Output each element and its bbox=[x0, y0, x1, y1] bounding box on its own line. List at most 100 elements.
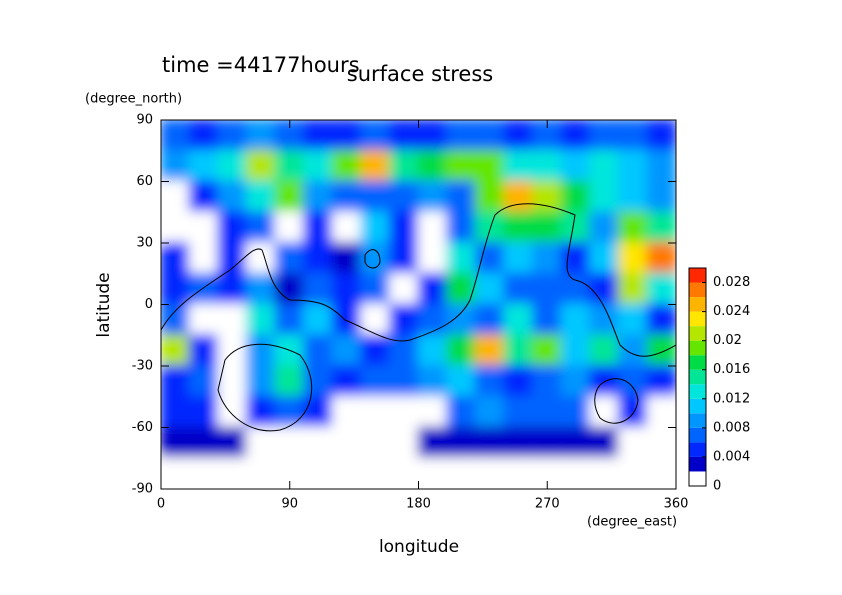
y-tick-label: 30 bbox=[136, 236, 153, 251]
cell bbox=[503, 426, 534, 460]
cell bbox=[646, 272, 676, 306]
cell bbox=[531, 180, 563, 214]
cell bbox=[274, 211, 306, 244]
cell bbox=[388, 303, 420, 337]
cell bbox=[161, 303, 191, 337]
cell bbox=[503, 303, 534, 337]
cell bbox=[589, 426, 620, 460]
colorbar-band bbox=[689, 413, 706, 428]
cell bbox=[417, 365, 449, 398]
cell bbox=[303, 395, 334, 429]
cell bbox=[245, 395, 277, 429]
cell bbox=[388, 426, 420, 460]
cell bbox=[217, 211, 248, 244]
cell bbox=[217, 180, 248, 214]
cell bbox=[560, 211, 592, 244]
cell bbox=[503, 395, 534, 429]
cell bbox=[560, 120, 592, 152]
cell bbox=[303, 426, 334, 460]
cell bbox=[388, 457, 420, 489]
cell bbox=[161, 365, 191, 398]
cell bbox=[245, 426, 277, 460]
cell bbox=[417, 120, 449, 152]
cell bbox=[417, 272, 449, 306]
cell bbox=[531, 242, 563, 275]
cell bbox=[188, 242, 220, 275]
colorbar-band bbox=[689, 369, 706, 385]
cell bbox=[503, 272, 534, 306]
cell bbox=[417, 180, 449, 214]
cell bbox=[646, 211, 676, 244]
cell bbox=[474, 180, 506, 214]
colorbar-tick-label: 0 bbox=[713, 479, 721, 494]
x-tick-label: 90 bbox=[281, 497, 298, 512]
cell bbox=[161, 395, 191, 429]
cell bbox=[360, 272, 391, 306]
cell bbox=[417, 334, 449, 367]
cell bbox=[417, 426, 449, 460]
cell bbox=[388, 395, 420, 429]
cell bbox=[217, 272, 248, 306]
cell bbox=[245, 272, 277, 306]
cell bbox=[331, 211, 363, 244]
cell bbox=[446, 211, 477, 244]
cell bbox=[360, 149, 391, 183]
cell bbox=[560, 365, 592, 398]
cell bbox=[245, 365, 277, 398]
cell bbox=[531, 365, 563, 398]
cell bbox=[589, 457, 620, 489]
cell bbox=[531, 426, 563, 460]
cell bbox=[417, 149, 449, 183]
cell bbox=[417, 303, 449, 337]
cell bbox=[360, 457, 391, 489]
cell bbox=[474, 272, 506, 306]
cell bbox=[360, 395, 391, 429]
cell bbox=[646, 334, 676, 367]
cell bbox=[474, 395, 506, 429]
coastlines bbox=[161, 203, 676, 432]
cell bbox=[589, 272, 620, 306]
coastline bbox=[161, 203, 676, 357]
x-tick-label: 270 bbox=[535, 497, 560, 512]
colorbar-tick-label: 0.024 bbox=[713, 304, 750, 319]
cell bbox=[331, 457, 363, 489]
cell bbox=[617, 365, 649, 398]
cell bbox=[188, 426, 220, 460]
x-tick-label: 0 bbox=[157, 497, 165, 512]
cell bbox=[503, 242, 534, 275]
cell bbox=[503, 334, 534, 367]
cell bbox=[417, 395, 449, 429]
cell bbox=[446, 334, 477, 367]
cell bbox=[560, 426, 592, 460]
colorbar-tick-label: 0.008 bbox=[713, 420, 750, 435]
colorbar-band bbox=[689, 456, 706, 472]
cell bbox=[388, 365, 420, 398]
colorbar-band bbox=[689, 297, 706, 312]
y-tick-label: 60 bbox=[136, 174, 153, 189]
cell bbox=[617, 120, 649, 152]
cell bbox=[446, 303, 477, 337]
cell bbox=[589, 149, 620, 183]
cell bbox=[303, 120, 334, 152]
cell bbox=[503, 365, 534, 398]
y-tick-label: 0 bbox=[145, 297, 153, 312]
cell bbox=[161, 180, 191, 214]
cell bbox=[188, 120, 220, 152]
cell bbox=[388, 149, 420, 183]
cell bbox=[217, 457, 248, 489]
cell bbox=[360, 180, 391, 214]
cell bbox=[303, 242, 334, 275]
x-tick-label: 180 bbox=[406, 497, 431, 512]
colorbar-tick-label: 0.016 bbox=[713, 362, 750, 377]
cell bbox=[617, 180, 649, 214]
cell bbox=[503, 120, 534, 152]
cell bbox=[646, 120, 676, 152]
cell bbox=[474, 303, 506, 337]
cell bbox=[417, 242, 449, 275]
cell bbox=[331, 180, 363, 214]
cell bbox=[646, 149, 676, 183]
cell bbox=[531, 334, 563, 367]
cell bbox=[388, 272, 420, 306]
colorbar-band bbox=[689, 427, 706, 443]
